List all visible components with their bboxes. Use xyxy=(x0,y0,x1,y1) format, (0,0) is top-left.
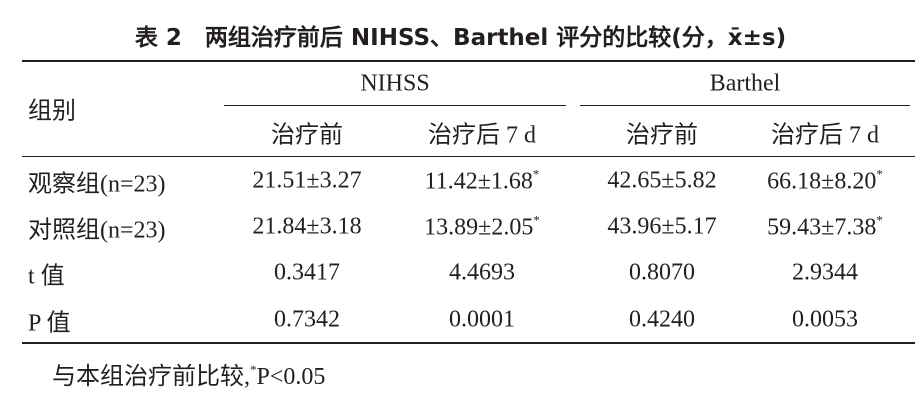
cell-value: 0.3417 xyxy=(274,259,340,286)
row-label: 对照组(n=23) xyxy=(28,217,166,244)
cell: 0.8070 xyxy=(629,260,695,287)
column-header: 治疗前 xyxy=(626,122,698,149)
cell-value: 13.89±2.05 xyxy=(424,214,534,241)
footnote-tail: P<0.05 xyxy=(256,364,326,390)
bottom-rule xyxy=(22,342,915,344)
significance-mark: * xyxy=(876,212,883,228)
group-rule xyxy=(224,105,566,106)
cell-value: 0.4240 xyxy=(629,306,695,333)
cell-value: 0.8070 xyxy=(629,259,695,286)
cell: 42.65±5.82 xyxy=(607,168,716,195)
significance-mark: * xyxy=(876,166,883,182)
significance-mark: * xyxy=(533,212,540,228)
footnote-text: 与本组治疗前比较, xyxy=(52,364,250,390)
cell-value: 0.0053 xyxy=(792,306,858,333)
cell: 0.7342 xyxy=(274,307,340,334)
cell-value: 0.7342 xyxy=(274,306,340,333)
cell: 13.89±2.05* xyxy=(424,213,540,242)
row-label: t 值 xyxy=(28,263,65,290)
footnote: 与本组治疗前比较,*P<0.05 xyxy=(52,356,325,391)
cell-value: 21.51±3.27 xyxy=(252,167,362,194)
corner-header: 组别 xyxy=(28,98,76,125)
footnote-sup: * xyxy=(250,362,257,377)
cell-value: 66.18±8.20 xyxy=(767,168,877,195)
cell: 2.9344 xyxy=(792,260,858,287)
cell-value: 0.0001 xyxy=(449,306,515,333)
column-header: 治疗后 7 d xyxy=(428,122,536,149)
column-header: 治疗后 7 d xyxy=(771,122,879,149)
cell-value: 59.43±7.38 xyxy=(767,214,877,241)
cell: 59.43±7.38* xyxy=(767,213,883,242)
cell-value: 43.96±5.17 xyxy=(607,213,717,240)
row-label: P 值 xyxy=(28,310,71,337)
group-header: NIHSS xyxy=(360,70,430,97)
cell: 0.0053 xyxy=(792,307,858,334)
cell: 0.4240 xyxy=(629,307,695,334)
cell-value: 4.4693 xyxy=(449,259,515,286)
cell-value: 11.42±1.68 xyxy=(424,168,533,195)
cell: 4.4693 xyxy=(449,260,515,287)
cell: 21.51±3.27 xyxy=(252,168,361,195)
cell-value: 2.9344 xyxy=(792,259,858,286)
cell: 0.0001 xyxy=(449,307,515,334)
cell-value: 21.84±3.18 xyxy=(252,213,362,240)
cell: 0.3417 xyxy=(274,260,340,287)
row-label: 观察组(n=23) xyxy=(28,171,166,198)
cell-value: 42.65±5.82 xyxy=(607,167,717,194)
cell: 66.18±8.20* xyxy=(767,167,883,196)
group-rule xyxy=(580,105,910,106)
header-rule xyxy=(22,156,915,157)
significance-mark: * xyxy=(532,166,540,182)
cell: 21.84±3.18 xyxy=(252,214,361,241)
column-header: 治疗前 xyxy=(271,122,343,149)
top-rule xyxy=(22,60,915,62)
group-header: Barthel xyxy=(709,70,781,97)
table-title: 表 2 两组治疗前后 NIHSS、Barthel 评分的比较(分，x̄±s) xyxy=(134,25,787,51)
cell: 11.42±1.68* xyxy=(425,167,540,196)
cell: 43.96±5.17 xyxy=(607,214,716,241)
